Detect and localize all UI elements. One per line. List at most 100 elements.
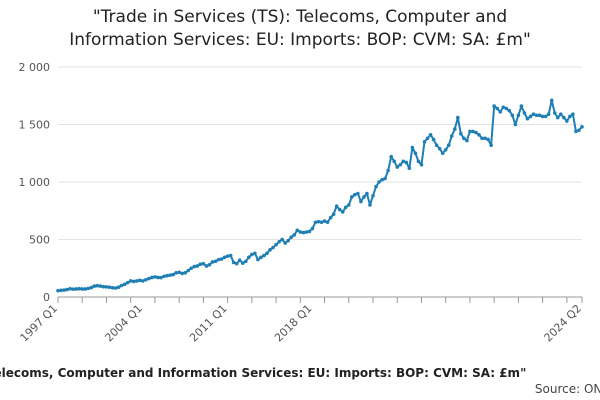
data-point [125, 280, 130, 285]
data-point [546, 112, 551, 116]
data-point [462, 136, 466, 141]
data-point [537, 113, 542, 118]
data-point [153, 275, 157, 279]
data-point [371, 194, 375, 198]
data-point [189, 266, 194, 271]
data-point [555, 115, 560, 120]
data-point [262, 253, 266, 258]
data-point [131, 279, 136, 284]
x-tick-label: 1997 Q1 [18, 302, 61, 345]
data-point [471, 129, 475, 134]
data-point [504, 106, 509, 111]
data-point [465, 138, 469, 143]
data-point [104, 285, 109, 289]
data-point [480, 136, 484, 141]
data-point [428, 133, 433, 137]
source-text: Source: ONS [534, 382, 600, 396]
data-point [580, 125, 584, 129]
data-point [501, 105, 506, 110]
x-tick-label: 2004 Q1 [102, 302, 145, 345]
data-point [522, 111, 527, 115]
data-point [144, 277, 148, 282]
data-point [368, 203, 372, 207]
data-point [365, 191, 369, 196]
data-point [292, 233, 297, 237]
data-point [250, 252, 254, 257]
data-point [259, 255, 263, 260]
data-point [301, 230, 306, 235]
data-point [156, 275, 160, 280]
data-point [543, 114, 548, 119]
data-point [577, 128, 581, 133]
data-point [549, 98, 554, 103]
series-line [57, 99, 583, 292]
data-point [83, 287, 88, 291]
data-point [280, 237, 284, 242]
data-point [168, 273, 172, 277]
data-point [377, 180, 381, 184]
data-point [558, 112, 563, 116]
data-point [362, 195, 366, 199]
data-point [268, 248, 272, 252]
data-point [492, 104, 496, 108]
data-point [225, 254, 230, 258]
data-point [228, 253, 233, 258]
y-tick-label: 1 500 [19, 119, 51, 132]
data-point [316, 219, 321, 224]
data-point [107, 285, 112, 290]
data-point [395, 165, 400, 169]
data-point [340, 210, 345, 214]
data-point [571, 112, 575, 116]
data-point [213, 259, 218, 264]
data-point [231, 260, 236, 265]
data-point [401, 159, 406, 164]
data-point [110, 286, 115, 290]
data-point [277, 240, 281, 244]
data-point [171, 272, 175, 277]
data-point [531, 112, 536, 116]
data-point [162, 274, 166, 279]
data-point [525, 116, 530, 121]
data-point [219, 257, 224, 261]
data-point [477, 133, 481, 137]
data-point [141, 279, 145, 283]
data-point [574, 129, 578, 134]
data-point [422, 139, 427, 144]
data-point [313, 220, 318, 225]
data-point [119, 283, 124, 288]
data-point [419, 162, 424, 167]
data-point [174, 271, 178, 275]
data-point [353, 192, 357, 197]
data-point [389, 154, 393, 159]
data-point [237, 258, 242, 263]
data-point [568, 114, 572, 119]
data-point [474, 130, 478, 135]
data-point [134, 279, 139, 283]
data-point [452, 127, 457, 131]
data-point [356, 191, 360, 196]
data-point [207, 263, 212, 267]
data-point [437, 146, 442, 151]
data-point [95, 283, 100, 288]
data-point [410, 145, 415, 150]
data-point [456, 115, 460, 120]
data-point [234, 261, 239, 266]
data-point [116, 285, 121, 290]
data-point [204, 264, 209, 268]
data-point [283, 241, 287, 245]
data-point [343, 205, 348, 210]
data-point [334, 204, 339, 208]
data-point [319, 220, 324, 225]
data-point [516, 113, 521, 118]
data-point [431, 137, 436, 142]
data-point [386, 168, 390, 173]
data-point [74, 287, 78, 291]
data-point [449, 134, 454, 138]
data-point [440, 151, 445, 156]
data-point [271, 245, 275, 250]
data-point [325, 220, 330, 225]
data-point [374, 184, 378, 189]
data-point [483, 136, 487, 141]
data-point [222, 255, 227, 260]
data-point [519, 104, 524, 108]
